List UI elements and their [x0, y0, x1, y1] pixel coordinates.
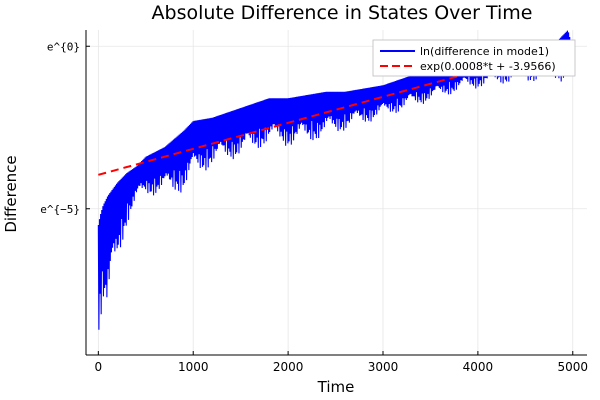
y-axis-label: Difference: [2, 155, 20, 232]
legend-label-fit: exp(0.0008*t + -3.9566): [420, 60, 556, 73]
axes: [85, 30, 587, 356]
x-axis-label: Time: [317, 378, 355, 396]
legend-label-mode1: ln(difference in mode1): [420, 45, 549, 58]
y-tick-label: e^{0}: [47, 40, 80, 53]
y-tick-label: e^{−5}: [40, 203, 80, 216]
x-tick-label: 3000: [368, 360, 399, 374]
legend-box: [372, 39, 576, 77]
x-tick-label: 4000: [463, 360, 494, 374]
x-tick-label: 0: [95, 360, 103, 374]
x-tick-label: 2000: [273, 360, 304, 374]
grid: [86, 30, 587, 355]
chart-title: Absolute Difference in States Over Time: [152, 2, 533, 24]
x-tick-label: 1000: [178, 360, 209, 374]
legend: ln(difference in mode1) exp(0.0008*t + -…: [372, 39, 576, 77]
x-tick-label: 5000: [557, 360, 588, 374]
ticks: 0 1000 2000 3000 4000 5000 e^{−5} e^{0}: [40, 40, 588, 374]
